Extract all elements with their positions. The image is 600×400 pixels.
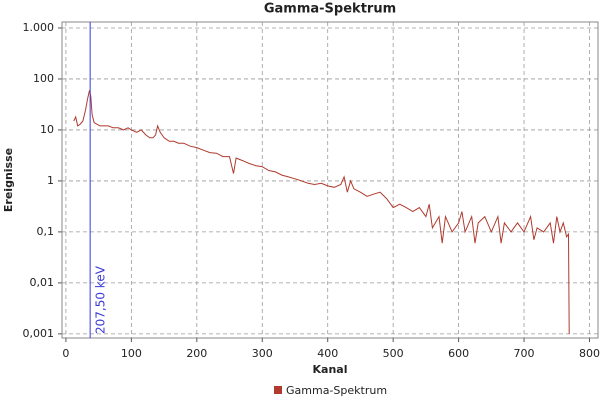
marker-label: 207,50 keV [94,265,108,334]
x-tick-label: 0 [62,347,69,360]
legend-label: Gamma-Spektrum [286,384,387,397]
y-tick-label: 1 [47,174,54,187]
legend-swatch [274,386,282,394]
x-tick-label: 700 [514,347,535,360]
series-line [73,90,570,334]
y-tick-label: 0,001 [23,327,55,340]
chart-title: Gamma-Spektrum [264,2,396,17]
y-axis-label: Ereignisse [2,148,15,212]
x-tick-label: 400 [317,347,338,360]
x-tick-label: 600 [448,347,469,360]
x-axis-label: Kanal [313,363,348,376]
x-tick-label: 800 [579,347,600,360]
x-tick-label: 100 [121,347,142,360]
x-tick-label: 300 [252,347,273,360]
y-tick-label: 100 [33,72,54,85]
y-tick-label: 10 [40,123,54,136]
plot-frame [61,21,599,339]
x-tick-label: 500 [383,347,404,360]
x-tick-label: 200 [186,347,207,360]
y-tick-label: 1.000 [23,21,55,34]
y-tick-label: 0,1 [37,225,55,238]
y-tick-label: 0,01 [30,276,55,289]
